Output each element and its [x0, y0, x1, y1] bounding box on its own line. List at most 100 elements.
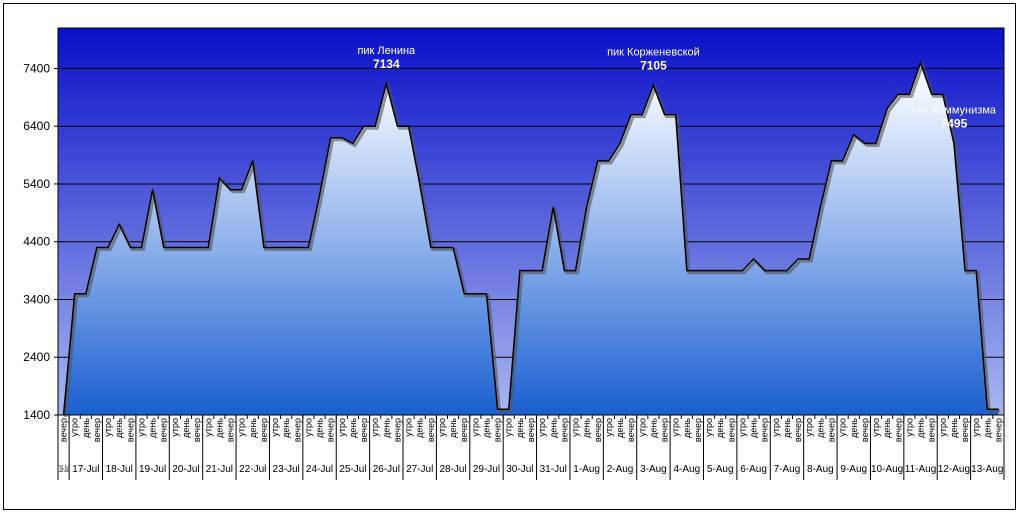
x-day-label-1: 17-Jul [72, 464, 99, 475]
x-day-label-27: 12-Aug [938, 464, 970, 475]
data-point-15 [229, 189, 232, 191]
data-point-32 [419, 183, 421, 185]
x-daypart-label-66: вечер [793, 418, 803, 442]
data-point-24 [330, 137, 332, 139]
x-daypart-label-47: день [582, 418, 592, 438]
x-day-label-26: 11-Aug [905, 464, 937, 475]
x-day-label-13: 29-Jul [473, 464, 500, 475]
data-point-48 [597, 160, 599, 162]
y-tick-label-5400: 5400 [23, 177, 50, 191]
data-point-80 [953, 142, 955, 145]
x-daypart-label-63: вечер [760, 418, 770, 442]
x-day-label-11: 27-Jul [406, 464, 433, 475]
y-tick-label-2400: 2400 [23, 350, 50, 364]
peak-value-0: 7134 [373, 57, 400, 71]
x-daypart-label-57: вечер [693, 418, 703, 442]
data-point-34 [441, 246, 443, 249]
data-point-27 [363, 125, 365, 127]
data-point-43 [541, 270, 543, 272]
x-daypart-label-6: вечер [125, 418, 135, 442]
data-point-1 [74, 293, 76, 295]
x-day-label-16: 1-Aug [573, 464, 600, 475]
data-point-45 [563, 270, 565, 272]
data-point-62 [752, 258, 755, 260]
x-daypart-label-25: утро [337, 418, 347, 437]
x-daypart-label-36: вечер [459, 418, 469, 442]
x-daypart-label-48: вечер [593, 418, 603, 442]
x-daypart-label-60: вечер [726, 418, 736, 442]
x-daypart-label-72: вечер [860, 418, 870, 442]
data-point-13 [207, 246, 209, 249]
x-daypart-label-59: день [715, 418, 725, 438]
x-daypart-label-22: утро [303, 418, 313, 437]
data-point-74 [886, 108, 888, 110]
data-point-83 [986, 408, 988, 410]
data-point-39 [497, 408, 499, 410]
data-point-61 [741, 270, 744, 272]
x-day-label-22: 7-Aug [774, 464, 801, 475]
data-point-14 [218, 177, 220, 179]
x-daypart-label-75: вечер [893, 418, 903, 442]
data-point-59 [719, 270, 721, 272]
x-daypart-label-18: вечер [259, 418, 269, 442]
x-day-label-3: 19-Jul [139, 464, 166, 475]
x-day-label-23: 8-Aug [807, 464, 834, 475]
data-point-82 [975, 270, 977, 272]
x-daypart-label-76: утро [904, 418, 914, 437]
x-day-label-0: 16-Jul [59, 464, 69, 475]
x-daypart-label-54: вечер [660, 418, 670, 442]
x-daypart-label-41: день [515, 418, 525, 438]
x-daypart-label-61: утро [737, 418, 747, 437]
x-daypart-label-52: утро [637, 418, 647, 437]
x-daypart-label-43: утро [537, 418, 547, 437]
x-daypart-label-27: вечер [359, 418, 369, 442]
data-point-78 [931, 93, 933, 96]
data-point-73 [875, 142, 877, 145]
data-point-25 [341, 137, 343, 139]
x-daypart-label-79: утро [938, 418, 948, 437]
data-point-12 [196, 246, 198, 249]
x-daypart-label-40: утро [504, 418, 514, 437]
x-daypart-label-12: вечер [192, 418, 202, 442]
data-point-65 [786, 270, 788, 272]
x-daypart-label-68: день [815, 418, 825, 438]
data-point-72 [864, 142, 866, 145]
y-tick-label-1400: 1400 [23, 408, 50, 422]
y-tick-label-6400: 6400 [23, 119, 50, 133]
x-daypart-label-15: вечер [226, 418, 236, 442]
data-point-46 [574, 270, 577, 272]
data-point-67 [808, 258, 810, 260]
data-point-60 [730, 270, 732, 272]
x-day-label-24: 9-Aug [840, 464, 867, 475]
x-daypart-label-81: вечер [960, 418, 970, 442]
data-point-71 [853, 134, 855, 136]
peak-label-2: пик Коммунизма [912, 105, 997, 117]
x-daypart-label-73: утро [871, 418, 881, 437]
x-daypart-label-32: день [415, 418, 425, 438]
x-day-label-19: 4-Aug [673, 464, 700, 475]
x-daypart-label-21: вечер [292, 418, 302, 442]
data-point-49 [608, 160, 610, 162]
x-daypart-label-28: утро [370, 418, 380, 437]
x-daypart-label-17: день [248, 418, 258, 438]
x-day-label-4: 20-Jul [172, 464, 199, 475]
data-point-64 [775, 270, 777, 272]
data-point-2 [85, 293, 87, 295]
x-daypart-label-31: утро [404, 418, 414, 437]
x-daypart-label-84: вечер [993, 418, 1003, 442]
x-daypart-label-24: вечер [326, 418, 336, 442]
data-point-52 [641, 114, 643, 116]
data-point-63 [764, 270, 766, 272]
data-point-26 [352, 142, 354, 145]
x-daypart-label-65: день [782, 418, 792, 438]
x-daypart-label-42: вечер [526, 418, 536, 442]
x-daypart-label-55: утро [671, 418, 681, 437]
data-point-79 [942, 93, 944, 96]
x-day-label-9: 25-Jul [339, 464, 366, 475]
data-point-23 [318, 194, 321, 197]
data-point-31 [407, 125, 410, 127]
data-point-21 [296, 246, 298, 249]
data-point-28 [374, 125, 376, 127]
x-daypart-label-67: утро [804, 418, 814, 437]
x-daypart-label-83: день [982, 418, 992, 438]
